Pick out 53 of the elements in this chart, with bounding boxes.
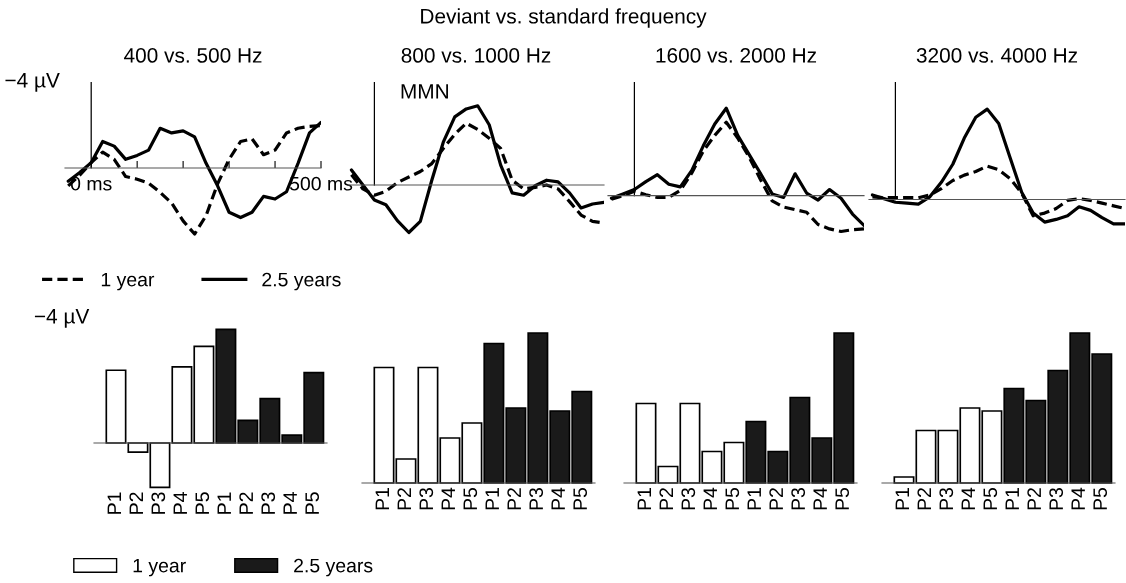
x-tick-label: P5: [835, 487, 850, 510]
chart-title: 3200 vs. 4000 Hz: [916, 48, 1078, 63]
x-tick-label: P1: [747, 488, 761, 510]
chart-title: 400 vs. 500 Hz: [124, 48, 262, 63]
x-tick-label: P4: [551, 487, 565, 510]
x-tick-label: P1: [375, 488, 390, 510]
x-tick-label: P4: [961, 487, 975, 510]
x-tick-label: P3: [939, 488, 954, 510]
x-tick-label: P5: [725, 487, 740, 510]
legend-label: 2.5 years: [262, 272, 341, 291]
x-tick-label: P2: [659, 488, 673, 510]
x-tick-label: P2: [769, 488, 783, 510]
x-tick-label: P2: [917, 488, 931, 510]
x-tick-label: P5: [573, 487, 588, 510]
x-tick-label: P3: [529, 488, 544, 510]
x-tick-label: P2: [1027, 488, 1041, 510]
x-tick-label: P4: [173, 492, 187, 514]
text: −4 µV: [34, 309, 90, 328]
x-tick-label: P1: [217, 492, 231, 514]
legend-label: 1 year: [101, 272, 155, 291]
text: Deviant vs. standard frequency: [421, 8, 707, 28]
x-tick-label: P3: [261, 492, 276, 514]
x-tick-label: P2: [239, 492, 253, 514]
x-tick-label: P3: [419, 488, 434, 510]
x-tick-label: P4: [703, 487, 717, 510]
x-tick-label: P2: [397, 488, 411, 510]
x-tick-label: P4: [441, 487, 455, 510]
text: MMN: [401, 84, 448, 99]
x-tick-label: P4: [283, 492, 297, 514]
x-tick-label: P3: [681, 488, 696, 510]
x-tick-label: P2: [129, 492, 143, 514]
x-tick-label: P4: [1071, 487, 1085, 510]
x-tick-label: P1: [107, 492, 122, 514]
x-tick-label: P3: [1049, 488, 1064, 510]
x-tick-label: P3: [791, 488, 806, 510]
x-tick-label: P1: [485, 488, 499, 510]
x-tick-label: P5: [983, 487, 998, 510]
x-tick-label: P2: [507, 488, 521, 510]
x-tick-label: P5: [463, 487, 478, 510]
legend-label: 1 year: [133, 558, 186, 577]
x-tick-label: P5: [305, 492, 320, 514]
text: −4 µV: [5, 73, 60, 92]
x-tick-label: P5: [195, 492, 210, 514]
chart-title: 800 vs. 1000 Hz: [401, 48, 551, 63]
x-tick-label: P1: [637, 488, 652, 510]
x-tick-label: P1: [895, 488, 910, 510]
x-tick-label: P4: [813, 487, 827, 510]
x-tick-label: P3: [151, 492, 166, 514]
x-tick-label: P1: [1005, 488, 1019, 510]
chart-title: 1600 vs. 2000 Hz: [656, 48, 817, 63]
bar: [105, 369, 127, 444]
x-tick-label: P5: [1093, 487, 1108, 510]
legend-label: 2.5 years: [294, 558, 373, 577]
